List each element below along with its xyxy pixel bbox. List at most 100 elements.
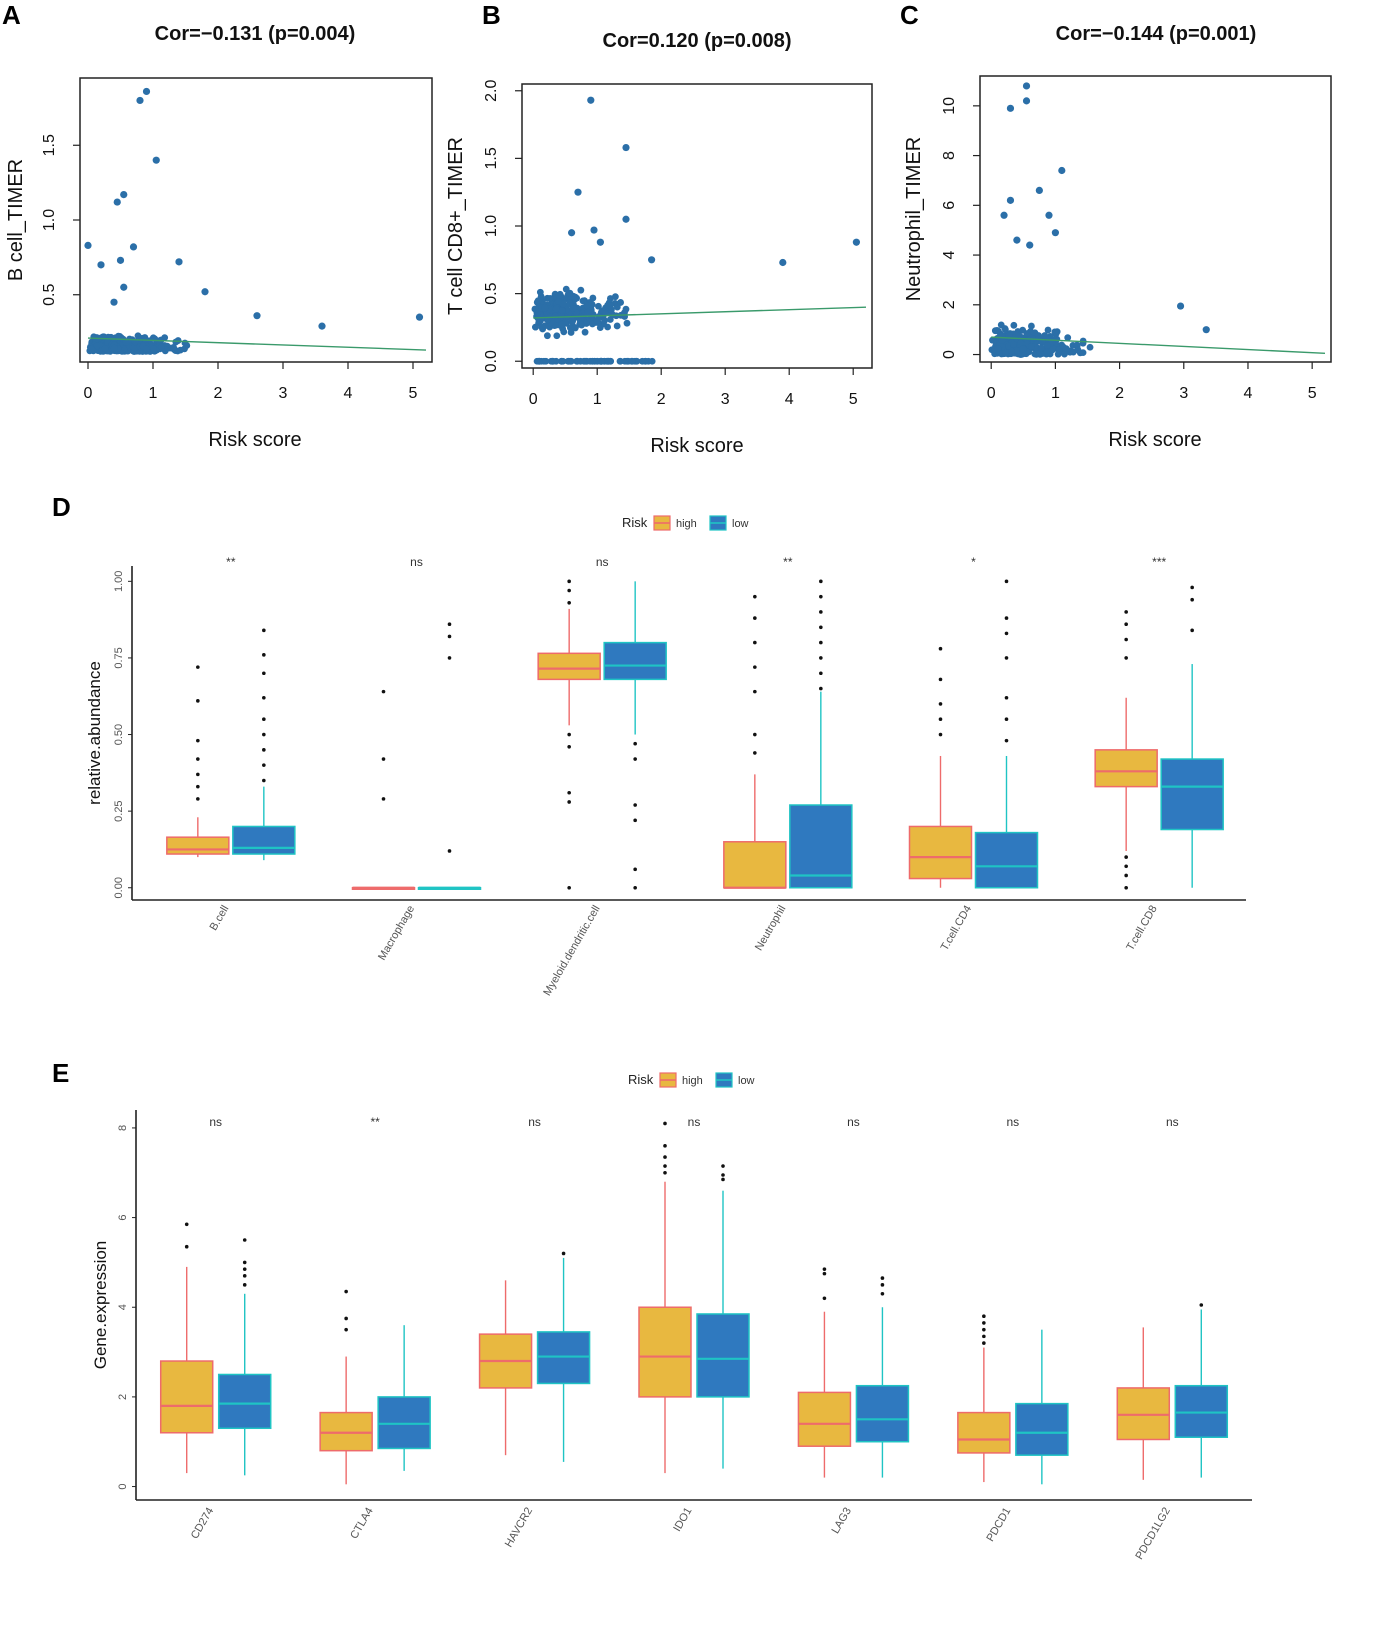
y-tick-label: 4	[117, 1304, 129, 1310]
category-label: T.cell.CD4	[939, 904, 974, 953]
x-tick-label: 4	[1244, 385, 1253, 402]
box-outlier	[1190, 585, 1194, 590]
box-outlier	[196, 665, 200, 669]
box-low	[232, 628, 296, 861]
scatter-point-outlier	[120, 190, 128, 199]
scatter-point-outlier	[152, 156, 160, 164]
legend-label-high: high	[676, 518, 697, 530]
box-body	[166, 836, 230, 855]
scatter-point	[1062, 345, 1070, 353]
scatter-point	[541, 322, 549, 330]
box-outlier	[753, 665, 757, 669]
scatter-point	[602, 309, 610, 317]
y-axis-label: Gene.expression	[91, 1241, 110, 1370]
y-tick-label: 0.5	[41, 284, 58, 306]
plot-frame	[979, 75, 1332, 363]
scatter-point	[1079, 349, 1087, 356]
box-body	[1116, 1387, 1171, 1441]
scatter-point	[1074, 346, 1082, 354]
y-tick-label: 6	[117, 1215, 129, 1221]
y-tick-label: 8	[941, 151, 958, 160]
box-low	[1015, 1329, 1069, 1485]
y-tick-label: 10	[941, 97, 958, 115]
scatter-point	[553, 332, 561, 340]
box-outlier	[822, 1271, 827, 1276]
box-outlier	[1190, 628, 1194, 633]
scatter-point	[1028, 322, 1035, 330]
scatter-point	[93, 342, 101, 350]
y-tick-label: 0.25	[113, 800, 125, 821]
y-tick-label: 0	[941, 350, 958, 359]
box-body	[1160, 758, 1224, 831]
box-low	[1160, 585, 1224, 888]
box-body	[855, 1384, 910, 1443]
box-outlier	[982, 1327, 986, 1332]
scatter-point	[551, 312, 559, 320]
box-body	[536, 1331, 591, 1385]
scatter-point	[564, 357, 572, 365]
chart-title: Cor=−0.131 (p=0.004)	[155, 23, 356, 45]
box-high	[797, 1267, 852, 1478]
box-outlier	[242, 1260, 247, 1265]
x-tick-label: 2	[657, 391, 666, 408]
box-outlier	[663, 1121, 667, 1126]
scatter-point-outlier	[116, 256, 125, 264]
box-outlier	[938, 646, 943, 651]
y-axis-label: Neutrophil_TIMER	[903, 137, 925, 302]
scatter-panel-b: B Cor=0.120 (p=0.008) 0 1 2 3 4 5 0.0 0.5 1.0 1.5 2.…	[445, 0, 873, 457]
box-outlier	[262, 653, 266, 657]
category-label: LAG3	[830, 1506, 854, 1536]
category-label: B.cell	[208, 904, 232, 933]
box-outlier	[184, 1244, 189, 1249]
box-outlier	[982, 1314, 986, 1319]
scatter-point-outlier	[136, 96, 144, 105]
box-body	[537, 652, 601, 681]
scatter-point	[535, 357, 543, 365]
box-outlier	[880, 1283, 885, 1287]
scatter-point	[554, 298, 562, 305]
scatter-point	[150, 345, 157, 353]
box-outlier	[567, 588, 571, 593]
x-tick-label: 2	[214, 385, 223, 402]
y-tick-label: 1.0	[483, 215, 500, 237]
box-body	[217, 1373, 272, 1430]
box-outlier	[822, 1296, 827, 1301]
scatter-point-outlier	[1006, 196, 1015, 204]
box-outlier	[982, 1341, 986, 1345]
box-outlier	[663, 1155, 667, 1159]
scatter-point	[1025, 348, 1033, 356]
box-outlier	[1004, 738, 1009, 743]
category-label: HAVCR2	[503, 1506, 535, 1550]
box-high	[351, 689, 416, 890]
x-axis-label: Risk score	[1108, 429, 1201, 451]
scatter-point	[1044, 342, 1051, 349]
scatter-point-outlier	[852, 238, 861, 246]
y-tick-label: 6	[941, 201, 958, 210]
y-tick-label: 2	[941, 300, 958, 309]
scatter-point	[177, 346, 184, 354]
scatter-point	[1010, 321, 1018, 329]
scatter-point	[1035, 332, 1042, 339]
y-tick-label: 1.5	[483, 147, 500, 169]
significance-label: ns	[847, 1115, 860, 1129]
box-outlier	[753, 616, 757, 620]
box-outlier	[567, 790, 571, 795]
scatter-point-outlier	[318, 322, 326, 330]
box-body	[603, 641, 667, 681]
box-outlier	[344, 1316, 348, 1321]
box-outlier	[819, 671, 823, 676]
box-outlier	[196, 797, 200, 801]
box-outlier	[721, 1173, 725, 1177]
scatter-point-outlier	[1176, 302, 1185, 310]
y-axis-label: T cell CD8+_TIMER	[445, 137, 467, 315]
box-outlier	[1004, 631, 1009, 636]
scatter-point	[534, 297, 542, 305]
scatter-point-outlier	[1045, 211, 1053, 219]
x-tick-label: 5	[409, 385, 418, 402]
box-outlier	[1124, 656, 1128, 660]
scatter-point	[558, 320, 566, 328]
box-outlier	[567, 600, 571, 605]
y-tick-label: 0.00	[113, 877, 125, 898]
scatter-point-outlier	[1000, 211, 1008, 219]
